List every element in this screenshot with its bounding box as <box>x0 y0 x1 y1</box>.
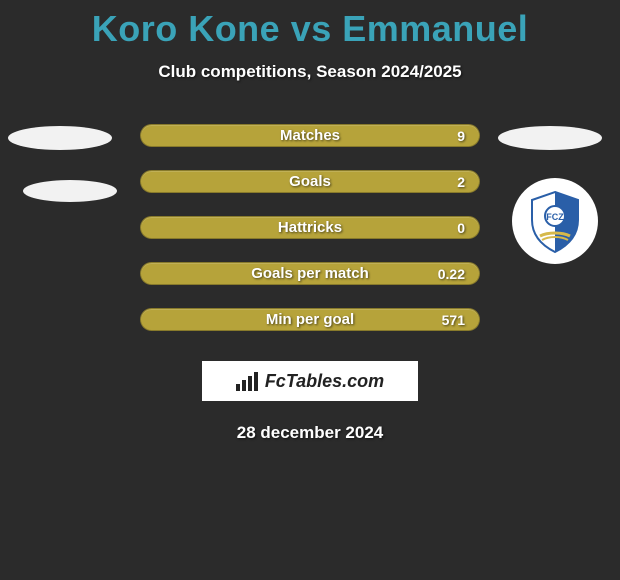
club-crest-icon: FCZ <box>520 186 590 256</box>
bar-label: Hattricks <box>278 219 342 236</box>
bar-value: 571 <box>442 312 465 328</box>
bar-goals-per-match: Goals per match 0.22 <box>140 262 480 285</box>
page-title: Koro Kone vs Emmanuel <box>0 0 620 50</box>
left-decor-ellipse-1 <box>8 126 112 150</box>
fctables-chart-icon <box>236 372 258 391</box>
bar-label: Matches <box>280 127 340 144</box>
date-label: 28 december 2024 <box>0 423 620 443</box>
bar-matches: Matches 9 <box>140 124 480 147</box>
bar-label: Goals per match <box>251 265 369 282</box>
bar-min-per-goal: Min per goal 571 <box>140 308 480 331</box>
subtitle: Club competitions, Season 2024/2025 <box>0 62 620 82</box>
bar-value: 2 <box>457 174 465 190</box>
bar-label: Min per goal <box>266 311 354 328</box>
bar-value: 0.22 <box>438 266 465 282</box>
left-decor-ellipse-2 <box>23 180 117 202</box>
right-decor-ellipse <box>498 126 602 150</box>
club-badge: FCZ <box>512 178 598 264</box>
fctables-banner[interactable]: FcTables.com <box>202 361 418 401</box>
bar-goals: Goals 2 <box>140 170 480 193</box>
bar-label: Goals <box>289 173 331 190</box>
club-badge-text: FCZ <box>546 212 564 222</box>
bar-hattricks: Hattricks 0 <box>140 216 480 239</box>
fctables-label: FcTables.com <box>265 371 384 392</box>
bar-value: 0 <box>457 220 465 236</box>
stat-bars: Matches 9 Goals 2 Hattricks 0 Goals per … <box>140 124 480 331</box>
bar-value: 9 <box>457 128 465 144</box>
